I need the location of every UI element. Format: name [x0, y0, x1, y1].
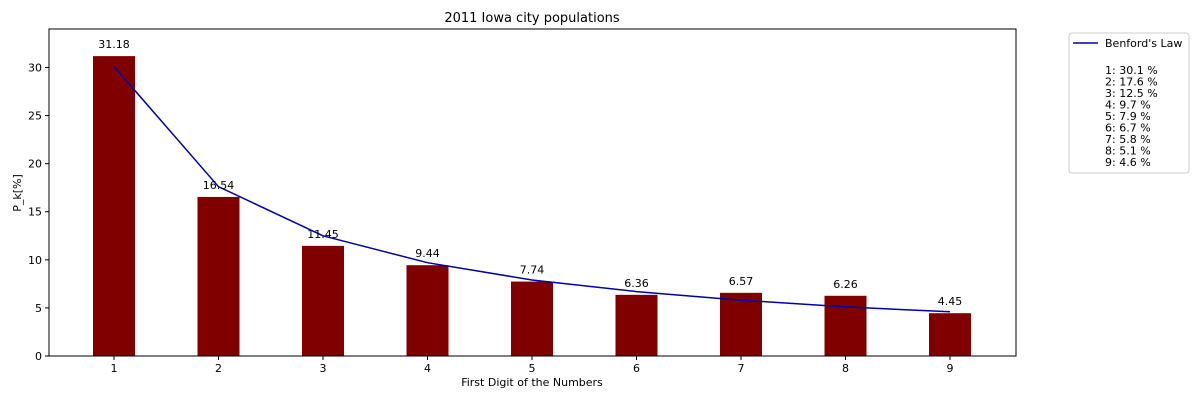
bar-value-label: 6.36 [624, 277, 649, 290]
legend-note: 4: 9.7 % [1105, 99, 1151, 112]
bar-value-label: 6.57 [729, 275, 754, 288]
y-tick-label: 10 [28, 254, 42, 267]
bar-value-label: 31.18 [98, 38, 130, 51]
bar-digit-4 [406, 265, 449, 356]
bar-digit-2 [197, 196, 240, 356]
legend-box [1068, 32, 1190, 174]
bar-value-label: 11.45 [307, 228, 339, 241]
legend-note: 3: 12.5 % [1105, 87, 1158, 100]
chart-title: 2011 Iowa city populations [444, 11, 620, 26]
bar-value-label: 16.54 [203, 179, 235, 192]
y-tick-label: 30 [28, 61, 42, 74]
x-tick-label: 2 [215, 362, 222, 375]
x-tick-label: 7 [738, 362, 745, 375]
y-tick-label: 20 [28, 158, 42, 171]
bar-value-label: 9.44 [415, 247, 440, 260]
x-tick-label: 8 [842, 362, 849, 375]
bar-digit-5 [511, 281, 553, 356]
bar-digit-3 [302, 245, 344, 356]
legend-note: 5: 7.9 % [1105, 110, 1151, 123]
x-tick-label: 1 [111, 362, 118, 375]
legend-note: 9: 4.6 % [1105, 156, 1151, 169]
y-tick-label: 15 [28, 206, 42, 219]
bar-value-label: 7.74 [520, 264, 545, 277]
x-tick-label: 4 [424, 362, 431, 375]
y-tick-label: 0 [35, 350, 42, 363]
y-tick-label: 5 [35, 302, 42, 315]
bar-digit-6 [615, 294, 658, 356]
legend-note: 7: 5.8 % [1105, 133, 1151, 146]
y-axis-label: P_k[%] [11, 174, 24, 212]
y-tick-label: 25 [28, 110, 42, 123]
benford-law-line [113, 66, 951, 313]
bar-digit-9 [929, 313, 971, 356]
bar-digit-8 [824, 295, 867, 356]
bar-value-label: 4.45 [938, 295, 963, 308]
x-tick-label: 5 [529, 362, 536, 375]
x-tick-label: 3 [320, 362, 327, 375]
legend-note: 1: 30.1 % [1105, 64, 1158, 77]
bar-digit-7 [720, 292, 762, 356]
bar-value-label: 6.26 [833, 278, 858, 291]
legend-note: 6: 6.7 % [1105, 122, 1151, 135]
x-tick-label: 9 [947, 362, 954, 375]
x-tick-label: 6 [633, 362, 640, 375]
bar-digit-1 [93, 56, 135, 356]
x-axis-label: First Digit of the Numbers [461, 376, 603, 389]
legend-note: 2: 17.6 % [1105, 76, 1158, 89]
legend-note: 8: 5.1 % [1105, 145, 1151, 158]
legend: Benford's Law 1: 30.1 %2: 17.6 %3: 12.5 … [1068, 32, 1190, 174]
legend-entry-benford: Benford's Law [1105, 37, 1182, 50]
